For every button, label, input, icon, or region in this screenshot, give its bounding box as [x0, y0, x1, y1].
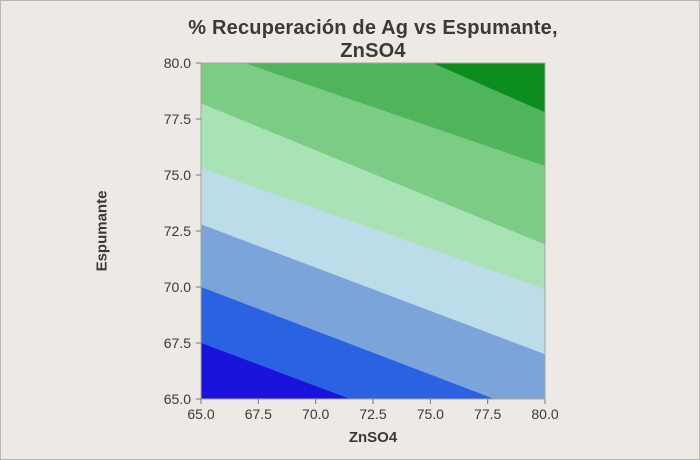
x-tick-label: 77.5: [474, 406, 501, 422]
y-tick-label: 72.5: [164, 223, 191, 239]
x-tick-label: 70.0: [302, 406, 329, 422]
x-axis-title: ZnSO4: [348, 429, 398, 446]
x-tick-label: 75.0: [417, 406, 444, 422]
y-tick-label: 65.0: [164, 391, 191, 407]
y-tick-label: 80.0: [164, 55, 191, 71]
x-tick-label: 65.0: [187, 406, 214, 422]
x-tick-label: 80.0: [531, 406, 558, 422]
y-tick-label: 77.5: [164, 111, 191, 127]
x-tick-label: 72.5: [359, 406, 386, 422]
contour-band: [432, 63, 545, 113]
contour-band: [244, 63, 545, 166]
y-tick-label: 75.0: [164, 167, 191, 183]
chart-title: % Recuperación de Ag vs Espumante, ZnSO4: [188, 17, 558, 62]
y-tick-label: 67.5: [164, 335, 191, 351]
y-tick-label: 70.0: [164, 279, 191, 295]
x-tick-label: 67.5: [245, 406, 272, 422]
